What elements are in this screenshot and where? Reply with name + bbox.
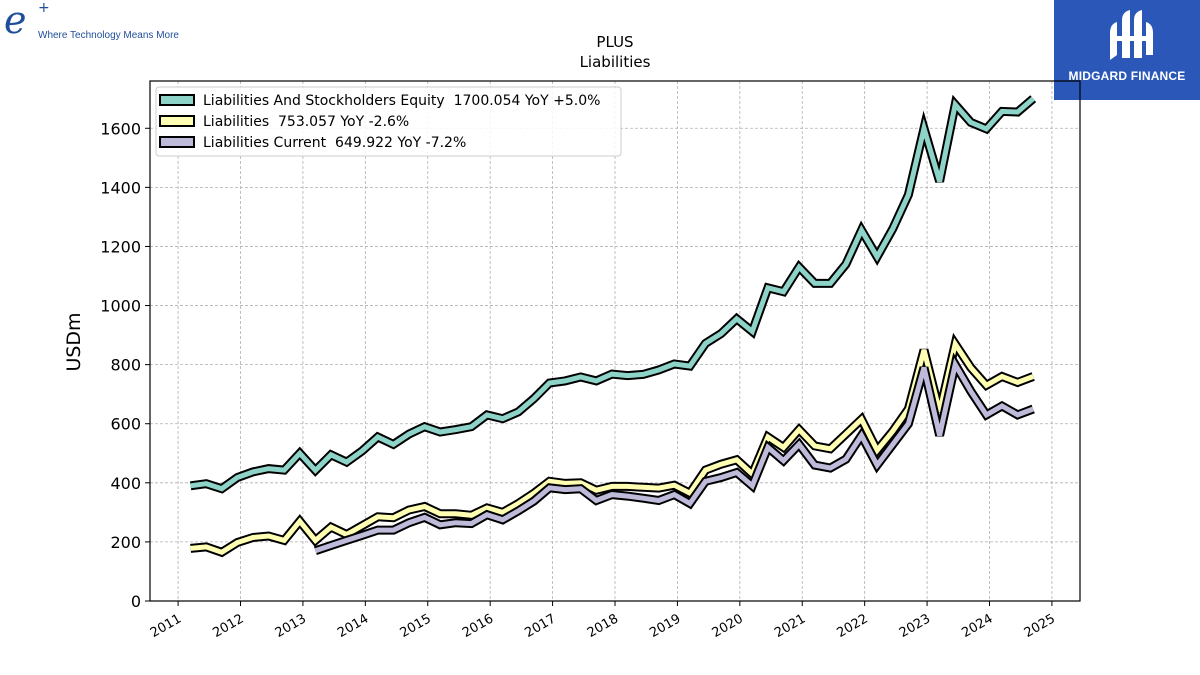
y-tick-label: 800 — [110, 356, 141, 375]
logo-e-mark: e — [4, 0, 27, 42]
x-tick-label: 2021 — [772, 611, 808, 641]
y-axis-label: USDm — [63, 312, 85, 371]
y-tick-label: 400 — [110, 474, 141, 493]
series-line — [190, 96, 1035, 492]
y-tick-label: 1600 — [100, 119, 141, 138]
series-line — [314, 357, 1035, 554]
legend-label: Liabilities And Stockholders Equity 1700… — [203, 93, 600, 109]
legend-swatch — [159, 136, 195, 148]
x-tick-label: 2019 — [647, 611, 683, 641]
logo-tagline: Where Technology Means More — [38, 30, 179, 41]
company-logo-right: MIDGARD FINANCE — [1054, 0, 1200, 100]
x-tick-label: 2022 — [835, 611, 871, 641]
x-tick-label: 2014 — [335, 611, 371, 641]
company-logo-left: e + Where Technology Means More — [0, 0, 200, 50]
y-tick-label: 1200 — [100, 237, 141, 256]
legend-label: Liabilities Current 649.922 YoY -7.2% — [203, 135, 466, 151]
legend-box — [155, 86, 622, 157]
x-tick-label: 2025 — [1022, 611, 1058, 641]
x-tick-label: 2024 — [959, 611, 995, 641]
y-tick-label: 1400 — [100, 178, 141, 197]
x-tick-label: 2018 — [585, 611, 621, 641]
chart-title: PLUS — [596, 33, 633, 51]
y-tick-label: 1000 — [100, 297, 141, 316]
x-tick-label: 2023 — [897, 611, 933, 641]
series-line-outline — [313, 352, 1035, 556]
logo-plus-mark: + — [38, 0, 50, 16]
x-tick-label: 2016 — [460, 611, 496, 641]
logo-emblem-icon — [1110, 10, 1153, 60]
x-tick-label: 2015 — [398, 611, 434, 641]
y-tick-label: 0 — [131, 592, 141, 611]
legend-label: Liabilities 753.057 YoY -2.6% — [203, 114, 409, 130]
logo-company-name: MIDGARD FINANCE — [1068, 69, 1186, 83]
legend-swatch — [159, 94, 195, 106]
x-tick-label: 2011 — [148, 611, 184, 641]
legend-swatch — [159, 115, 195, 127]
x-tick-label: 2017 — [522, 611, 558, 641]
series-line — [190, 337, 1035, 556]
x-tick-label: 2020 — [710, 611, 746, 641]
x-tick-label: 2013 — [273, 611, 309, 641]
x-tick-label: 2012 — [210, 611, 246, 641]
y-tick-label: 200 — [110, 533, 141, 552]
chart-subtitle: Liabilities — [580, 53, 651, 71]
y-tick-label: 600 — [110, 415, 141, 434]
